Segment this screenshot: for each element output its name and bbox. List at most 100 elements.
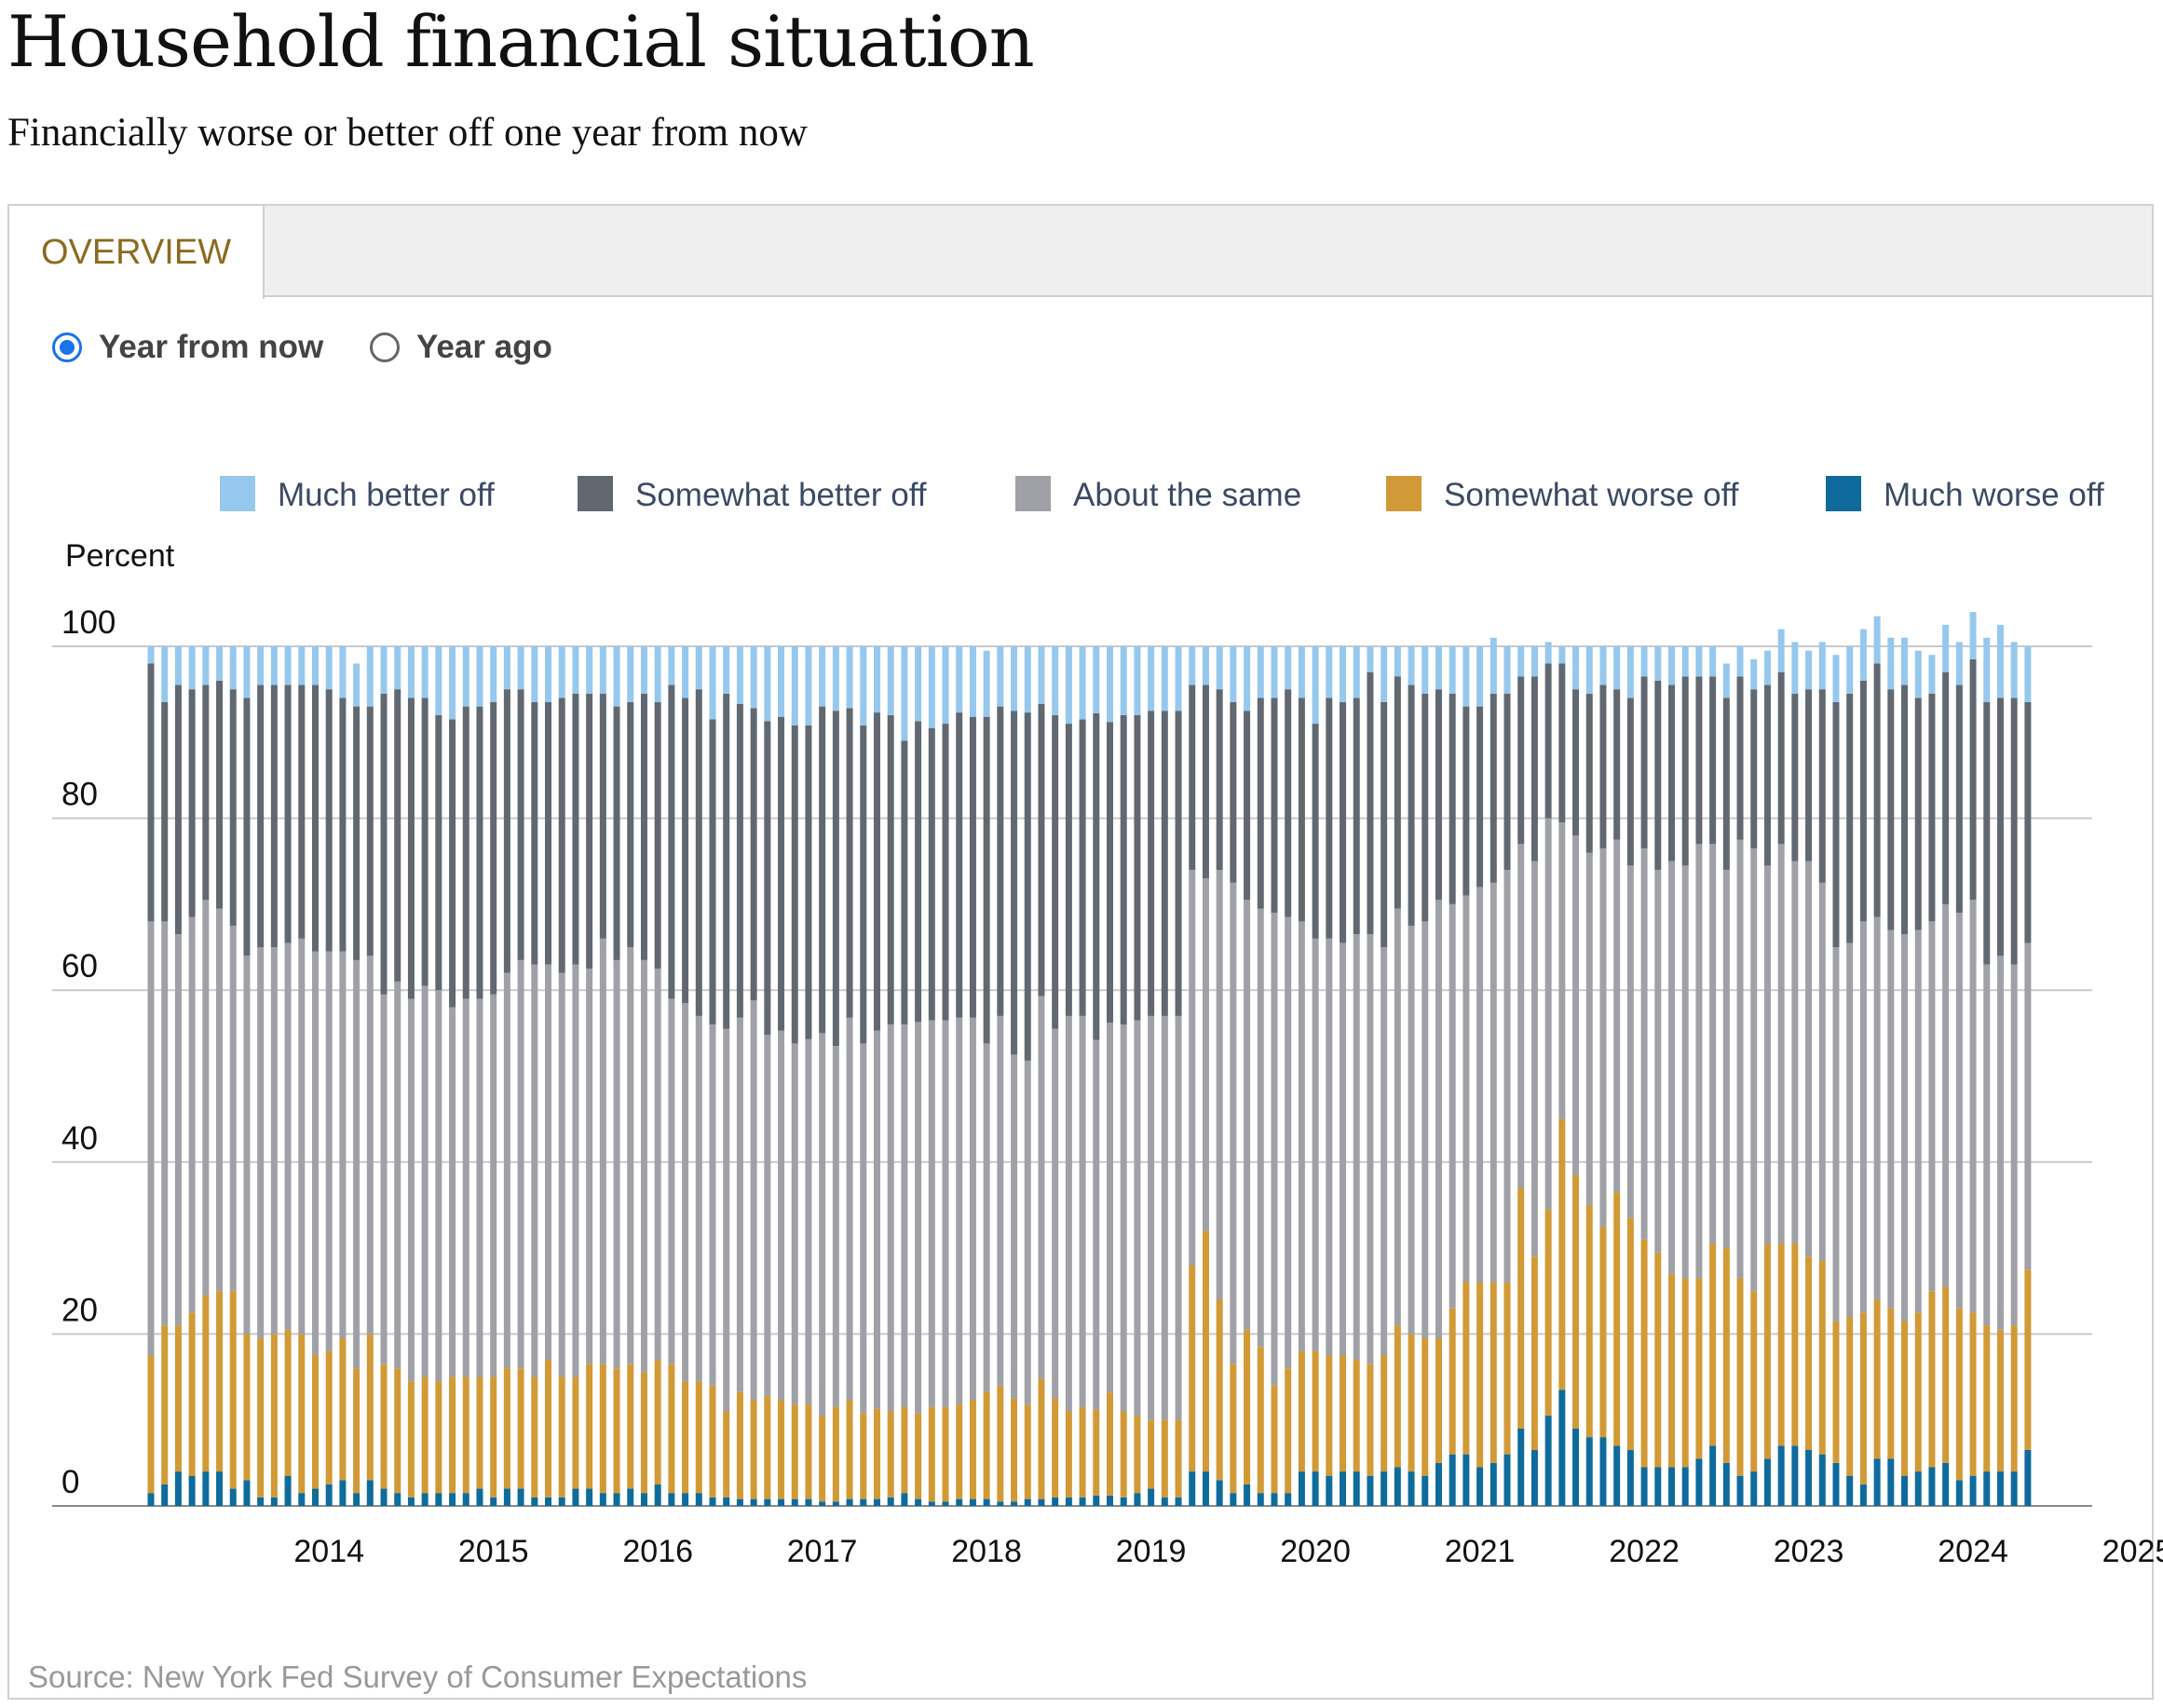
bar-segment bbox=[997, 1015, 1004, 1386]
bar-segment bbox=[613, 959, 620, 1369]
bar-segment bbox=[764, 646, 771, 722]
bar-segment bbox=[764, 1035, 771, 1396]
bar-segment bbox=[449, 646, 456, 720]
radio-year-from-now[interactable]: Year from now bbox=[52, 329, 323, 366]
bar-segment bbox=[668, 998, 675, 1364]
bar-segment bbox=[1257, 646, 1264, 698]
bar-segment bbox=[394, 981, 401, 1369]
bar-segment bbox=[311, 646, 319, 685]
bar-segment bbox=[1353, 698, 1360, 935]
bar-segment bbox=[1065, 1497, 1072, 1506]
bar-segment bbox=[1011, 711, 1018, 1055]
bar-segment bbox=[421, 985, 429, 1377]
bar-segment bbox=[1230, 646, 1237, 702]
y-tick-label: 20 bbox=[61, 1292, 98, 1328]
bar-segment bbox=[736, 1498, 743, 1506]
bar-segment bbox=[1052, 1028, 1059, 1399]
bar-segment bbox=[243, 1480, 251, 1506]
bar-segment bbox=[1052, 646, 1059, 715]
bar-segment bbox=[1422, 693, 1429, 922]
bar-segment bbox=[1832, 1321, 1840, 1463]
bar-segment bbox=[1695, 646, 1703, 677]
bar-segment bbox=[2024, 1450, 2032, 1506]
bar-segment bbox=[586, 1488, 593, 1506]
bar-segment bbox=[1024, 1060, 1031, 1405]
bar-segment bbox=[764, 1395, 771, 1499]
bar-segment bbox=[1942, 624, 1950, 672]
bar-segment bbox=[873, 712, 880, 1031]
bar-segment bbox=[1736, 646, 1744, 677]
bar-segment bbox=[613, 706, 620, 960]
bar-segment bbox=[174, 646, 182, 685]
bar-segment bbox=[1530, 1256, 1538, 1451]
bar-segment bbox=[832, 646, 839, 712]
bar-segment bbox=[531, 1376, 538, 1498]
bar-segment bbox=[476, 1488, 483, 1506]
bar-segment bbox=[640, 959, 647, 1373]
bar-segment bbox=[1052, 1398, 1059, 1498]
tab-overview[interactable]: OVERVIEW bbox=[9, 206, 265, 299]
bar-segment bbox=[873, 1498, 880, 1506]
bar-segment bbox=[1530, 1450, 1538, 1506]
bar-segment bbox=[1435, 1462, 1442, 1506]
bar-segment bbox=[435, 714, 442, 991]
bar-segment bbox=[1873, 1458, 1881, 1506]
bar-segment bbox=[887, 1411, 894, 1498]
bar-segment bbox=[531, 1497, 538, 1506]
bar-segment bbox=[1175, 711, 1182, 1016]
bar-segment bbox=[1969, 1475, 1977, 1506]
bar-segment bbox=[778, 1400, 785, 1499]
bar-segment bbox=[462, 646, 469, 707]
bar-segment bbox=[161, 702, 169, 922]
bar-segment bbox=[1777, 1445, 1785, 1506]
bar-segment bbox=[1517, 646, 1525, 677]
bar-segment bbox=[1230, 702, 1237, 883]
legend-swatch bbox=[1826, 476, 1861, 511]
bar-segment bbox=[1887, 1308, 1895, 1459]
bar-segment bbox=[1818, 1454, 1826, 1506]
bar-segment bbox=[1298, 1471, 1305, 1506]
bar-segment bbox=[1134, 646, 1141, 715]
bar-segment bbox=[778, 1498, 785, 1506]
legend-swatch bbox=[220, 476, 255, 511]
bar-segment bbox=[298, 938, 306, 1335]
bar-segment bbox=[1983, 1325, 1991, 1472]
bar-segment bbox=[983, 1498, 990, 1506]
radio-year-ago[interactable]: Year ago bbox=[370, 329, 552, 366]
bar-segment bbox=[709, 1024, 716, 1386]
bar-segment bbox=[1585, 646, 1593, 694]
bar-segment bbox=[1449, 903, 1456, 1308]
bar-segment bbox=[339, 951, 347, 1339]
bar-segment bbox=[1736, 839, 1744, 1279]
bar-segment bbox=[1955, 685, 1963, 914]
bar-segment bbox=[1120, 1497, 1127, 1506]
bar-segment bbox=[380, 646, 388, 694]
bar-segment bbox=[860, 646, 867, 725]
bar-segment bbox=[1134, 1493, 1141, 1506]
x-tick-label: 2015 bbox=[458, 1534, 529, 1569]
bar-segment bbox=[284, 685, 292, 943]
bar-segment bbox=[983, 1391, 990, 1499]
bar-segment bbox=[1024, 646, 1031, 713]
bar-segment bbox=[2010, 1471, 2018, 1506]
bar-segment bbox=[229, 1488, 237, 1506]
bar-segment bbox=[1599, 847, 1607, 1227]
bar-segment bbox=[1011, 1501, 1018, 1506]
bar-segment bbox=[1422, 1475, 1429, 1506]
bar-segment bbox=[654, 969, 661, 1361]
bar-segment bbox=[1462, 706, 1470, 896]
bar-segment bbox=[462, 1376, 469, 1494]
bar-segment bbox=[1832, 947, 1840, 1322]
bar-segment bbox=[1202, 1471, 1209, 1506]
legend-swatch bbox=[1386, 476, 1422, 511]
x-tick-label: 2024 bbox=[1938, 1534, 2008, 1569]
bar-segment bbox=[1381, 702, 1388, 948]
bar-segment bbox=[1079, 1015, 1086, 1407]
bar-segment bbox=[640, 1372, 647, 1494]
bar-segment bbox=[1709, 646, 1717, 677]
bar-segment bbox=[668, 685, 675, 999]
bar-segment bbox=[1449, 646, 1456, 694]
bar-segment bbox=[229, 689, 237, 926]
bar-segment bbox=[490, 1497, 497, 1506]
bar-segment bbox=[1750, 1471, 1758, 1506]
